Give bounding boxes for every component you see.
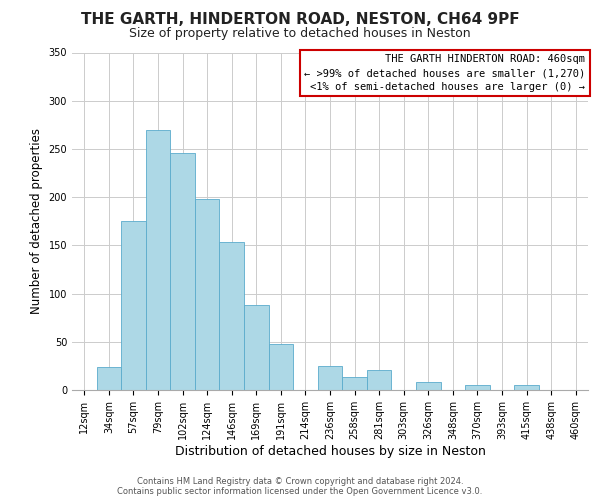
Bar xyxy=(342,376,367,390)
Bar xyxy=(318,366,342,390)
Text: THE GARTH HINDERTON ROAD: 460sqm
← >99% of detached houses are smaller (1,270)
<: THE GARTH HINDERTON ROAD: 460sqm ← >99% … xyxy=(304,54,586,92)
Bar xyxy=(170,153,195,390)
Bar xyxy=(97,367,121,390)
Text: Size of property relative to detached houses in Neston: Size of property relative to detached ho… xyxy=(129,28,471,40)
Y-axis label: Number of detached properties: Number of detached properties xyxy=(30,128,43,314)
Bar xyxy=(195,199,220,390)
Bar xyxy=(514,385,539,390)
X-axis label: Distribution of detached houses by size in Neston: Distribution of detached houses by size … xyxy=(175,444,485,458)
Bar xyxy=(121,221,146,390)
Bar xyxy=(416,382,440,390)
Text: THE GARTH, HINDERTON ROAD, NESTON, CH64 9PF: THE GARTH, HINDERTON ROAD, NESTON, CH64 … xyxy=(80,12,520,28)
Bar xyxy=(269,344,293,390)
Bar xyxy=(146,130,170,390)
Bar xyxy=(244,305,269,390)
Bar xyxy=(220,242,244,390)
Bar xyxy=(367,370,391,390)
Bar xyxy=(465,385,490,390)
Text: Contains HM Land Registry data © Crown copyright and database right 2024.
Contai: Contains HM Land Registry data © Crown c… xyxy=(118,476,482,496)
